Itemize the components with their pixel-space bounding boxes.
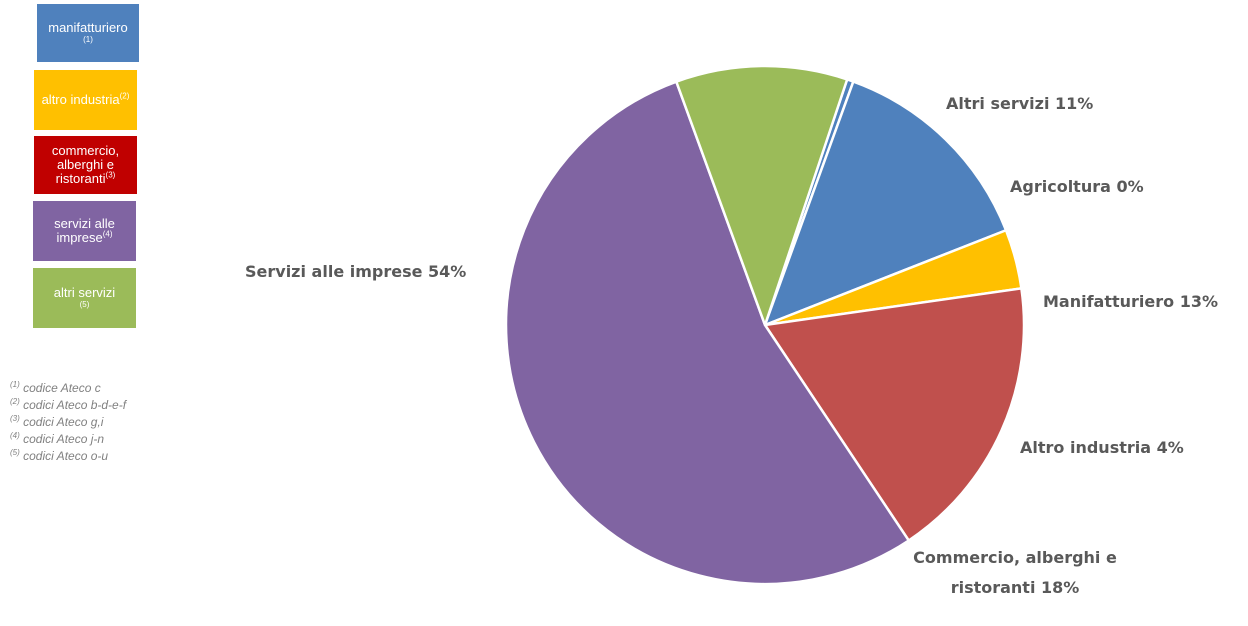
footnote-mark: (1) <box>10 380 20 389</box>
legend-label: servizi alle imprese <box>54 216 115 245</box>
slice-label: Altri servizi 11% <box>946 94 1093 113</box>
footnote-line: (5) codici Ateco o-u <box>10 446 210 463</box>
legend-item-servizi-imprese: servizi alle imprese(4) <box>33 201 136 261</box>
legend-item-manifatturiero: manifatturiero (1) <box>37 4 139 62</box>
footnote-text: codici Ateco j-n <box>19 432 105 446</box>
legend-label: commercio, alberghi e ristoranti <box>51 143 120 186</box>
footnote-text: codici Ateco o-u <box>19 449 109 463</box>
pie-slice-manifatturiero <box>763 80 1008 327</box>
pie-slice-altri-servizi <box>675 64 849 327</box>
footnote-mark: (4) <box>10 431 20 440</box>
footnote-text: codici Ateco g,i <box>19 415 104 429</box>
slice-label: Manifatturiero 13% <box>1043 292 1218 311</box>
slice-label: Altro industria 4% <box>1020 438 1184 457</box>
slice-label: Commercio, alberghi e ristoranti 18% <box>913 548 1117 597</box>
footnote-line: (2) codici Ateco b-d-e-f <box>10 395 210 412</box>
footnote-text: codici Ateco b-d-e-f <box>19 398 127 412</box>
pie-labels: Agricoltura 0% Manifatturiero 13% Altro in… <box>245 94 1218 597</box>
footnote-mark: (3) <box>10 414 20 423</box>
footnote-text: codice Ateco c <box>19 381 101 395</box>
footnote-line: (1) codice Ateco c <box>10 378 210 395</box>
legend-note: (2) <box>119 91 130 101</box>
slice-label: Servizi alle imprese 54% <box>245 262 466 281</box>
legend-label: manifatturiero <box>48 20 128 35</box>
pie-slice-servizi-alle-imprese <box>504 80 910 586</box>
legend-note: (4) <box>102 229 113 239</box>
legend-note: (1) <box>83 35 93 44</box>
footnotes: (1) codice Ateco c (2) codici Ateco b-d-… <box>10 378 210 463</box>
footnote-mark: (5) <box>10 448 20 457</box>
footnote-mark: (2) <box>10 397 20 406</box>
pie-slice-commercio-alberghi-e-ristoranti <box>763 287 1026 542</box>
footnote-line: (3) codici Ateco g,i <box>10 412 210 429</box>
legend-item-altri-servizi: altri servizi (5) <box>33 268 136 328</box>
pie-slices <box>504 64 1026 586</box>
legend-note: (5) <box>79 300 90 309</box>
legend-label: altri servizi <box>53 285 116 300</box>
legend-item-altro-industria: altro industria(2) <box>34 70 137 130</box>
legend-label: altro industria <box>41 92 120 107</box>
legend-item-commercio: commercio, alberghi e ristoranti(3) <box>34 136 137 194</box>
slice-label: Agricoltura 0% <box>1010 177 1144 196</box>
footnote-line: (4) codici Ateco j-n <box>10 429 210 446</box>
legend-note: (3) <box>105 170 116 180</box>
